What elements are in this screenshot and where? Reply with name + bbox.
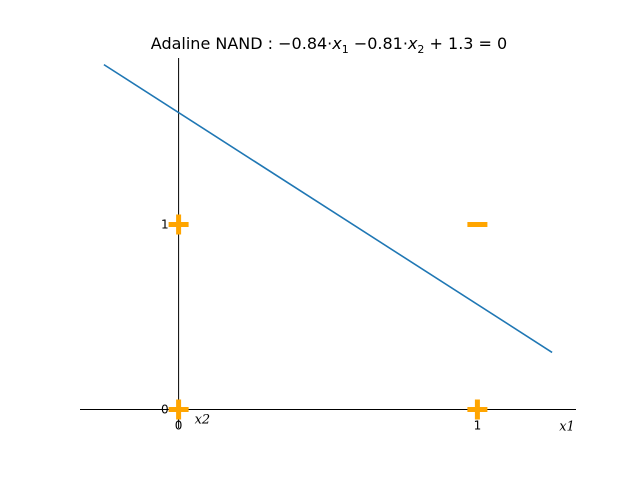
x-axis-label: x1 xyxy=(559,420,575,435)
x-tick-label: 0 xyxy=(175,419,183,433)
y-axis-label: x2 xyxy=(195,413,211,428)
y-tick-label: 0 xyxy=(161,403,169,417)
decision-boundary-line xyxy=(103,63,553,354)
y-tick-label: 1 xyxy=(161,218,169,232)
x-tick-label: 1 xyxy=(474,419,482,433)
plus-marker xyxy=(467,399,488,420)
plus-marker xyxy=(168,399,189,420)
chart-title: Adaline NAND : −0.84·x1 −0.81·x2 + 1.3 =… xyxy=(151,34,507,56)
plus-marker xyxy=(168,214,189,235)
